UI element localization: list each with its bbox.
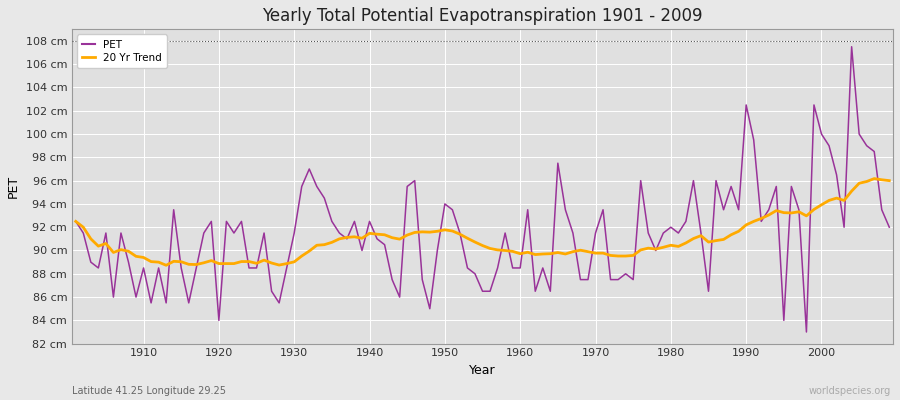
Text: Latitude 41.25 Longitude 29.25: Latitude 41.25 Longitude 29.25 (72, 386, 226, 396)
Legend: PET, 20 Yr Trend: PET, 20 Yr Trend (77, 34, 167, 68)
Y-axis label: PET: PET (7, 175, 20, 198)
X-axis label: Year: Year (469, 364, 496, 377)
Text: worldspecies.org: worldspecies.org (809, 386, 891, 396)
Title: Yearly Total Potential Evapotranspiration 1901 - 2009: Yearly Total Potential Evapotranspiratio… (262, 7, 703, 25)
